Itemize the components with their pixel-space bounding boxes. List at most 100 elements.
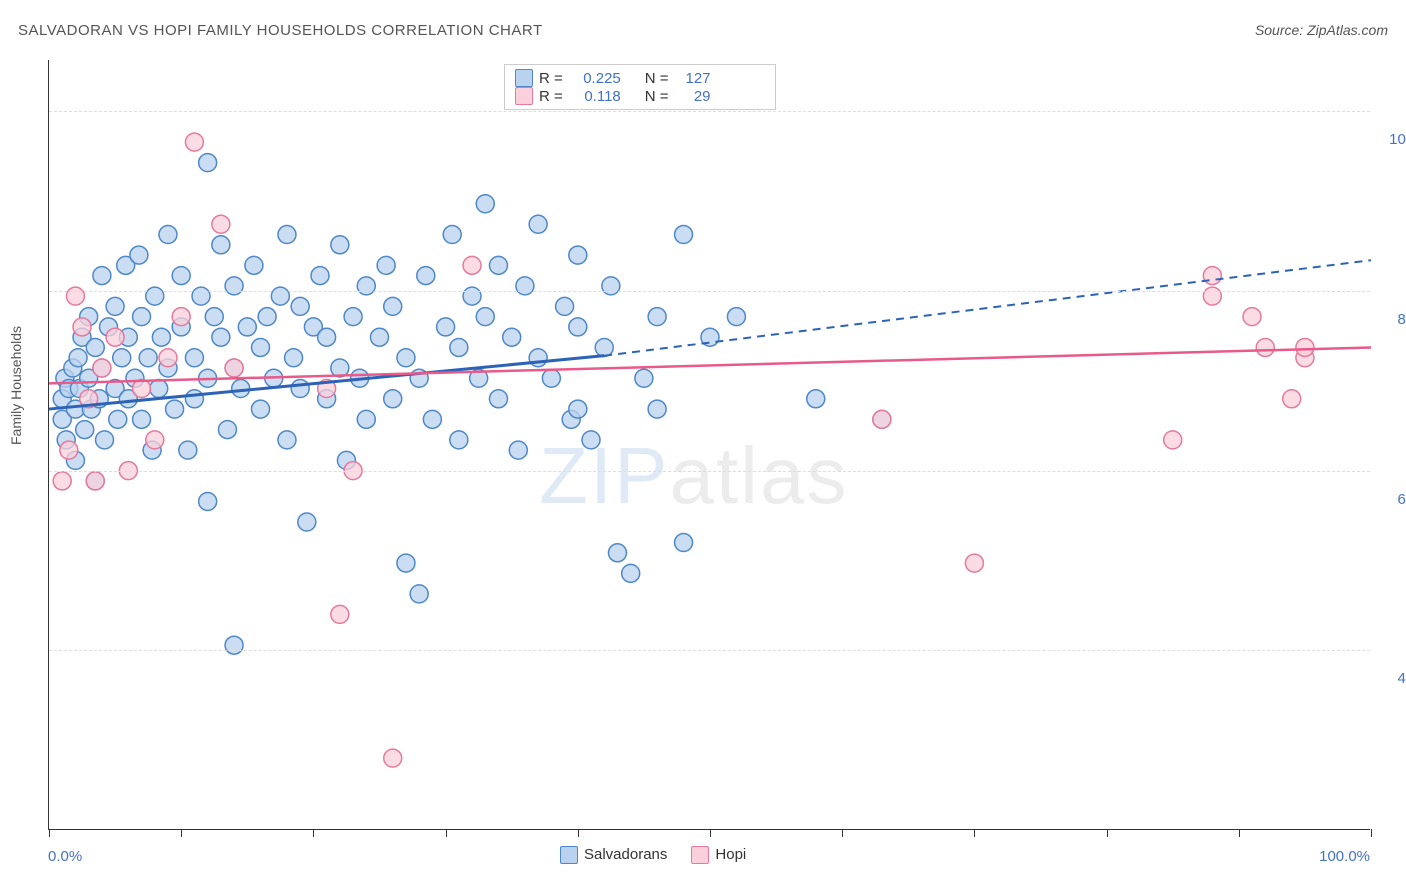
data-point bbox=[159, 349, 177, 367]
data-point bbox=[252, 338, 270, 356]
data-point bbox=[569, 246, 587, 264]
data-point bbox=[146, 287, 164, 305]
data-point bbox=[377, 256, 395, 274]
data-point bbox=[258, 308, 276, 326]
data-point bbox=[318, 328, 336, 346]
data-point bbox=[397, 349, 415, 367]
y-tick-label: 82.5% bbox=[1380, 311, 1406, 328]
legend-N-label: N = bbox=[645, 70, 669, 87]
data-point bbox=[205, 308, 223, 326]
data-point bbox=[648, 308, 666, 326]
data-point bbox=[199, 492, 217, 510]
data-point bbox=[582, 431, 600, 449]
x-tick bbox=[578, 829, 579, 837]
legend-swatch bbox=[691, 846, 709, 864]
data-point bbox=[106, 297, 124, 315]
data-point bbox=[602, 277, 620, 295]
data-point bbox=[675, 534, 693, 552]
data-point bbox=[172, 267, 190, 285]
data-point bbox=[166, 400, 184, 418]
data-point bbox=[212, 215, 230, 233]
data-point bbox=[965, 554, 983, 572]
legend-correlation: R = 0.225 N = 127 R = 0.118 N = 29 bbox=[504, 64, 776, 110]
data-point bbox=[476, 308, 494, 326]
data-point bbox=[185, 349, 203, 367]
legend-R-value: 0.225 bbox=[569, 70, 621, 87]
legend-R-value: 0.118 bbox=[569, 88, 621, 105]
data-point bbox=[463, 287, 481, 305]
data-point bbox=[311, 267, 329, 285]
trend-line bbox=[49, 347, 1371, 383]
data-point bbox=[1243, 308, 1261, 326]
data-point bbox=[476, 195, 494, 213]
data-point bbox=[298, 513, 316, 531]
x-tick bbox=[1239, 829, 1240, 837]
data-point bbox=[179, 441, 197, 459]
data-point bbox=[93, 359, 111, 377]
chart-header: SALVADORAN VS HOPI FAMILY HOUSEHOLDS COR… bbox=[18, 16, 1388, 44]
data-point bbox=[569, 318, 587, 336]
data-point bbox=[423, 410, 441, 428]
x-tick-label-min: 0.0% bbox=[48, 848, 82, 865]
y-tick-label: 47.5% bbox=[1380, 670, 1406, 687]
data-point bbox=[245, 256, 263, 274]
data-point bbox=[331, 236, 349, 254]
x-tick-label-max: 100.0% bbox=[1319, 848, 1370, 865]
data-point bbox=[192, 287, 210, 305]
data-point bbox=[873, 410, 891, 428]
data-point bbox=[199, 154, 217, 172]
legend-series-label: Salvadorans bbox=[584, 846, 667, 863]
data-point bbox=[371, 328, 389, 346]
data-point bbox=[635, 369, 653, 387]
data-point bbox=[278, 431, 296, 449]
data-point bbox=[152, 328, 170, 346]
data-point bbox=[106, 328, 124, 346]
data-point bbox=[225, 636, 243, 654]
data-point bbox=[225, 359, 243, 377]
data-point bbox=[291, 380, 309, 398]
legend-N-label: N = bbox=[645, 88, 669, 105]
data-point bbox=[53, 472, 71, 490]
data-point bbox=[648, 400, 666, 418]
data-point bbox=[450, 338, 468, 356]
x-tick bbox=[1371, 829, 1372, 837]
data-point bbox=[159, 226, 177, 244]
data-point bbox=[76, 421, 94, 439]
legend-R-label: R = bbox=[539, 70, 563, 87]
x-tick bbox=[181, 829, 182, 837]
data-point bbox=[271, 287, 289, 305]
legend-series: SalvadoransHopi bbox=[560, 846, 746, 864]
legend-corr-row: R = 0.118 N = 29 bbox=[515, 87, 765, 105]
data-point bbox=[252, 400, 270, 418]
chart-title: SALVADORAN VS HOPI FAMILY HOUSEHOLDS COR… bbox=[18, 22, 543, 39]
y-axis-label: Family Households bbox=[8, 326, 24, 445]
legend-corr-row: R = 0.225 N = 127 bbox=[515, 69, 765, 87]
data-point bbox=[384, 749, 402, 767]
data-point bbox=[185, 133, 203, 151]
data-point bbox=[212, 236, 230, 254]
x-tick bbox=[49, 829, 50, 837]
data-point bbox=[1203, 267, 1221, 285]
gridline-h bbox=[49, 111, 1370, 112]
legend-N-value: 127 bbox=[675, 70, 711, 87]
data-point bbox=[529, 215, 547, 233]
data-point bbox=[86, 472, 104, 490]
data-point bbox=[489, 390, 507, 408]
data-point bbox=[185, 390, 203, 408]
data-point bbox=[218, 421, 236, 439]
data-point bbox=[113, 349, 131, 367]
data-point bbox=[69, 349, 87, 367]
x-tick bbox=[842, 829, 843, 837]
gridline-h bbox=[49, 650, 1370, 651]
data-point bbox=[96, 431, 114, 449]
data-point bbox=[109, 410, 127, 428]
legend-swatch bbox=[515, 69, 533, 87]
data-point bbox=[450, 431, 468, 449]
data-point bbox=[73, 318, 91, 336]
data-point bbox=[93, 267, 111, 285]
legend-swatch bbox=[515, 87, 533, 105]
data-point bbox=[172, 308, 190, 326]
data-point bbox=[150, 380, 168, 398]
data-point bbox=[622, 564, 640, 582]
data-point bbox=[437, 318, 455, 336]
